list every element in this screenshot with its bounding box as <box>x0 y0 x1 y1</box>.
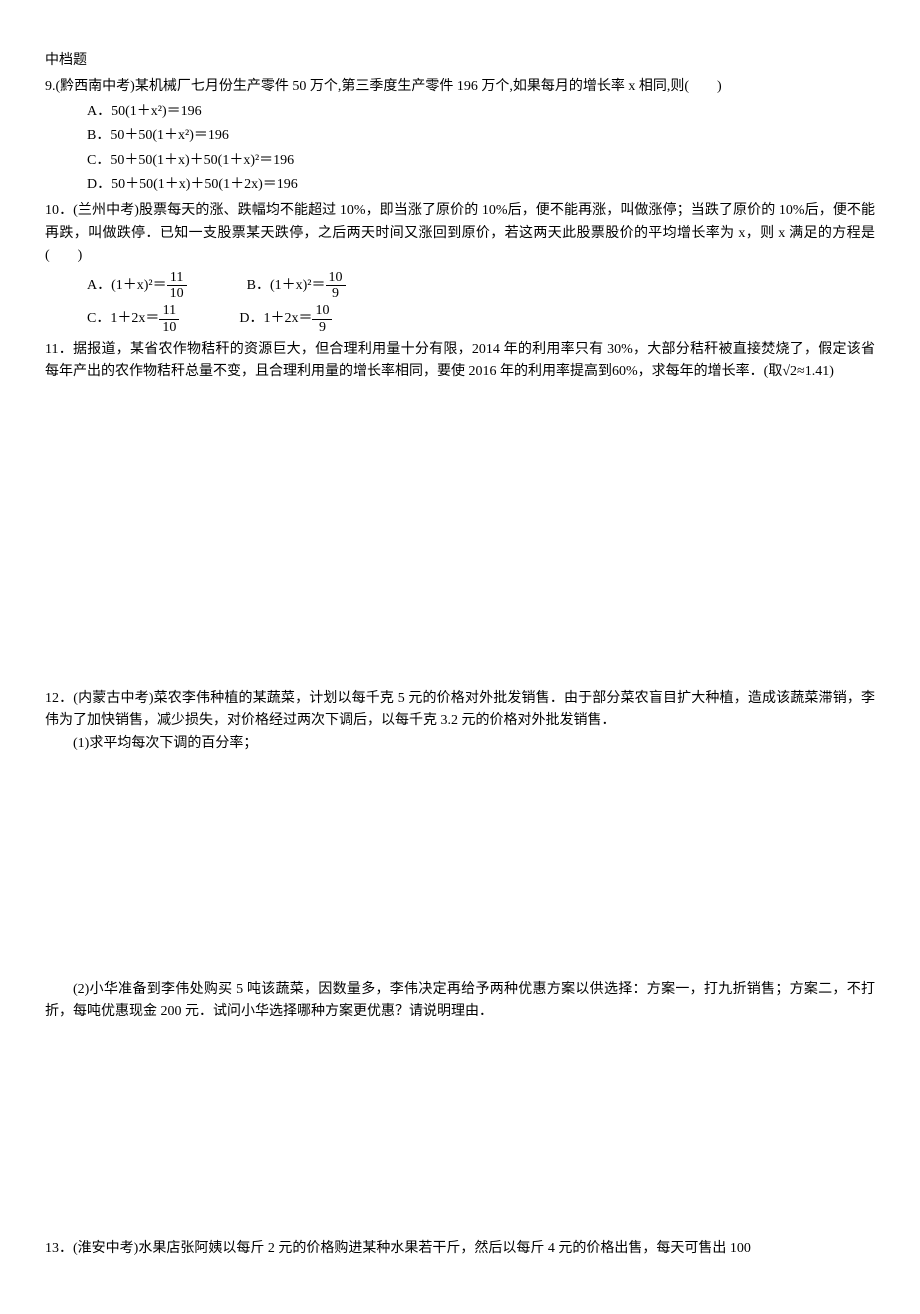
denominator: 9 <box>326 286 346 301</box>
denominator: 9 <box>312 320 332 335</box>
q9-options: A．50(1＋x²)＝196 B．50＋50(1＋x²)＝196 C．50＋50… <box>45 101 875 197</box>
q9-opt-b: B．50＋50(1＋x²)＝196 <box>87 125 875 147</box>
workspace-gap <box>45 1028 875 1238</box>
q9-opt-d: D．50＋50(1＋x)＋50(1＋2x)＝196 <box>87 174 875 196</box>
fraction: 109 <box>312 303 332 335</box>
numerator: 10 <box>312 303 332 319</box>
q10-opt-a: A．(1＋x)²＝1110 <box>87 270 187 302</box>
q9-opt-a: A．50(1＋x²)＝196 <box>87 101 875 123</box>
q12-sub1: (1)求平均每次下调的百分率； <box>45 733 875 755</box>
question-13: 13．(淮安中考)水果店张阿姨以每斤 2 元的价格购进某种水果若干斤，然后以每斤… <box>45 1238 875 1260</box>
denominator: 10 <box>159 320 179 335</box>
numerator: 11 <box>167 270 187 286</box>
q10-opt-c-pre: C．1＋2x＝ <box>87 311 159 326</box>
question-9: 9.(黔西南中考)某机械厂七月份生产零件 50 万个,第三季度生产零件 196 … <box>45 76 875 196</box>
q10-opt-b-pre: B．(1＋x)²＝ <box>247 278 326 293</box>
q10-opt-c: C．1＋2x＝1110 <box>87 303 179 335</box>
section-title: 中档题 <box>45 50 875 72</box>
q10-opt-d-pre: D．1＋2x＝ <box>239 311 312 326</box>
question-12-sub2-wrap: (2)小华准备到李伟处购买 5 吨该蔬菜，因数量多，李伟决定再给予两种优惠方案以… <box>45 979 875 1024</box>
q9-text: 9.(黔西南中考)某机械厂七月份生产零件 50 万个,第三季度生产零件 196 … <box>45 76 875 98</box>
q9-opt-c: C．50＋50(1＋x)＋50(1＋x)²＝196 <box>87 150 875 172</box>
workspace-gap <box>45 388 875 688</box>
numerator: 11 <box>159 303 179 319</box>
q12-sub2: (2)小华准备到李伟处购买 5 吨该蔬菜，因数量多，李伟决定再给予两种优惠方案以… <box>45 979 875 1024</box>
q10-text: 10．(兰州中考)股票每天的涨、跌幅均不能超过 10%，即当涨了原价的 10%后… <box>45 200 875 267</box>
q10-options: A．(1＋x)²＝1110 B．(1＋x)²＝109 C．1＋2x＝1110 D… <box>45 270 875 336</box>
q11-text: 11．据报道，某省农作物秸秆的资源巨大，但合理利用量十分有限，2014 年的利用… <box>45 339 875 384</box>
fraction: 1110 <box>159 303 179 335</box>
q12-text: 12．(内蒙古中考)菜农李伟种植的某蔬菜，计划以每千克 5 元的价格对外批发销售… <box>45 688 875 733</box>
question-10: 10．(兰州中考)股票每天的涨、跌幅均不能超过 10%，即当涨了原价的 10%后… <box>45 200 875 335</box>
q10-opt-a-pre: A．(1＋x)²＝ <box>87 278 167 293</box>
fraction: 109 <box>326 270 346 302</box>
numerator: 10 <box>326 270 346 286</box>
denominator: 10 <box>167 286 187 301</box>
fraction: 1110 <box>167 270 187 302</box>
question-12: 12．(内蒙古中考)菜农李伟种植的某蔬菜，计划以每千克 5 元的价格对外批发销售… <box>45 688 875 755</box>
q10-opt-d: D．1＋2x＝109 <box>239 303 332 335</box>
workspace-gap <box>45 759 875 979</box>
question-11: 11．据报道，某省农作物秸秆的资源巨大，但合理利用量十分有限，2014 年的利用… <box>45 339 875 384</box>
q13-text: 13．(淮安中考)水果店张阿姨以每斤 2 元的价格购进某种水果若干斤，然后以每斤… <box>45 1238 875 1260</box>
q10-opt-b: B．(1＋x)²＝109 <box>247 270 346 302</box>
